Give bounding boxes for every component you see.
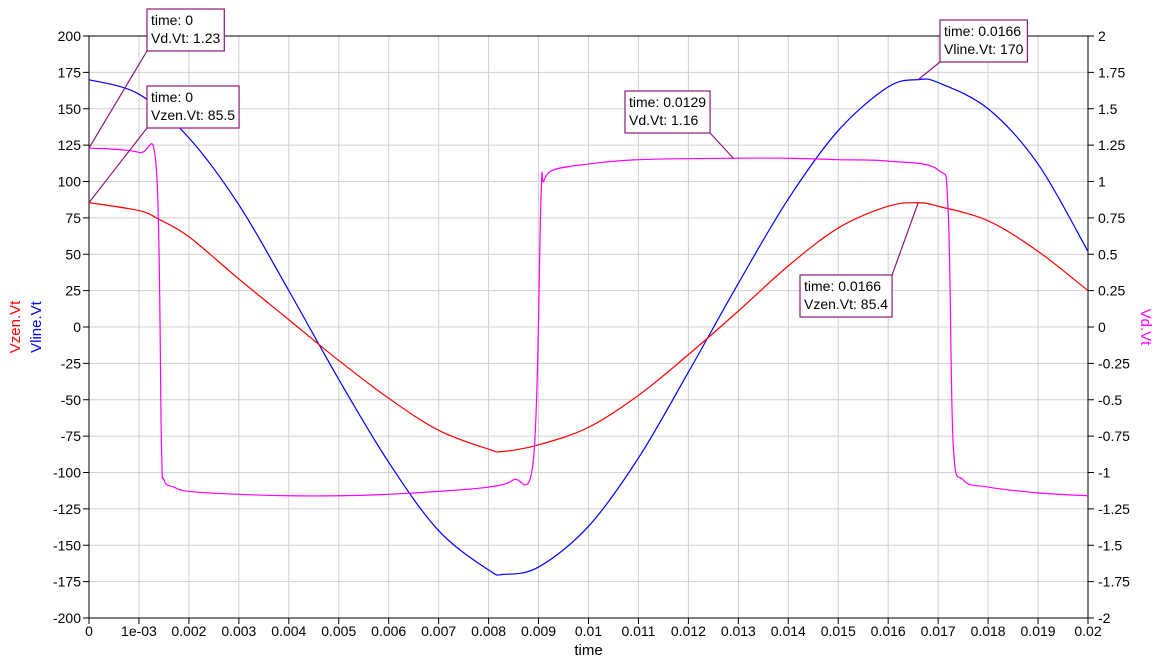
axis-titles: time Vzen.Vt Vline.Vt Vd.Vt <box>7 300 1154 659</box>
x-tick-label: 0.008 <box>471 623 506 639</box>
x-tick-label: 0.015 <box>821 623 856 639</box>
x-tick-label: 0.007 <box>421 623 456 639</box>
x-tick-label: 0.006 <box>371 623 406 639</box>
x-tick-label: 0.002 <box>171 623 206 639</box>
series-line-vd-vt <box>88 143 1089 497</box>
annotation-leader <box>917 61 941 81</box>
y-tick-label-left: 50 <box>65 246 81 262</box>
annotation-text: time: 0.0166 <box>944 23 1021 39</box>
annotation-text: time: 0 <box>151 12 193 28</box>
annotation-text: time: 0 <box>151 89 193 105</box>
y-tick-label-left: -100 <box>53 465 81 481</box>
series-line-vzen-vt <box>88 202 1089 453</box>
y-axis-title-left: Vline.Vt <box>28 300 45 353</box>
annotation-text: time: 0.0129 <box>629 94 706 110</box>
axes: 0 1e-03 0.002 0.003 0.004 0.005 0.006 0.007 0.00… <box>53 28 1130 639</box>
y-tick-label-right: 1 <box>1098 174 1106 190</box>
y-tick-label-left: 200 <box>58 28 82 44</box>
y-tick-label-right: -0.75 <box>1098 428 1130 444</box>
y-tick-label-left: -175 <box>53 574 81 590</box>
series-layer <box>88 78 1089 576</box>
y-tick-label-right: -1 <box>1098 465 1111 481</box>
y-tick-label-left: 150 <box>58 101 82 117</box>
y-tick-label-right: -1.75 <box>1098 574 1130 590</box>
annotation-leader <box>709 132 734 159</box>
x-tick-label: 0.011 <box>621 623 655 639</box>
y-axis-title-left: Vzen.Vt <box>7 300 24 353</box>
x-tick-label: 0.012 <box>671 623 706 639</box>
x-tick-label: 1e-03 <box>121 623 157 639</box>
series-line-vline-vt <box>88 78 1089 576</box>
annotation-box <box>939 19 1028 63</box>
annotation: time: 0 Vzen.Vt: 85.5 <box>88 85 240 203</box>
annotation-text: Vzen.Vt: 85.4 <box>804 296 888 312</box>
y-tick-label-left: -75 <box>61 428 81 444</box>
y-tick-label-right: 0 <box>1098 319 1106 335</box>
y-tick-label-right: 0.75 <box>1098 210 1125 226</box>
y-tick-label-left: -125 <box>53 501 81 517</box>
y-tick-label-right: -1.25 <box>1098 501 1130 517</box>
y-tick-label-left: -50 <box>61 392 81 408</box>
x-tick-label: 0.005 <box>321 623 356 639</box>
x-tick-label: 0.004 <box>271 623 306 639</box>
y-tick-label-right: -0.5 <box>1098 392 1122 408</box>
annotation-leader <box>88 50 148 149</box>
y-tick-label-left: -150 <box>53 537 81 553</box>
y-tick-label-left: 25 <box>65 283 81 299</box>
annotation: time: 0.0166 Vline.Vt: 170 <box>917 19 1028 81</box>
annotation: time: 0 Vd.Vt: 1.23 <box>88 8 225 149</box>
x-tick-label: 0.02 <box>1074 623 1101 639</box>
x-tick-label: 0.018 <box>971 623 1006 639</box>
y-tick-label-right: 1.75 <box>1098 64 1125 80</box>
x-tick-label: 0.01 <box>575 623 602 639</box>
annotation-box <box>146 85 240 129</box>
annotation-text: Vd.Vt: 1.16 <box>629 112 698 128</box>
x-tick-label: 0.016 <box>871 623 906 639</box>
annotation-text: time: 0.0166 <box>804 278 881 294</box>
x-tick-label: 0.009 <box>521 623 556 639</box>
y-tick-label-right: -0.25 <box>1098 355 1130 371</box>
grid <box>89 36 1088 618</box>
y-tick-label-left: 0 <box>73 319 81 335</box>
x-tick-label: 0.019 <box>1021 623 1056 639</box>
annotation: time: 0.0129 Vd.Vt: 1.16 <box>624 90 734 159</box>
y-tick-label-left: 100 <box>58 174 82 190</box>
x-axis-title: time <box>574 642 602 659</box>
y-tick-label-left: -25 <box>61 355 81 371</box>
y-tick-label-left: 175 <box>58 64 82 80</box>
annotation-text: Vd.Vt: 1.23 <box>151 30 220 46</box>
annotation-box <box>624 90 711 134</box>
y-tick-label-left: 75 <box>65 210 81 226</box>
y-tick-label-right: 0.25 <box>1098 283 1125 299</box>
annotation-leader <box>891 202 919 276</box>
annotation-box <box>799 274 893 318</box>
x-tick-label: 0.014 <box>771 623 806 639</box>
annotation: time: 0.0166 Vzen.Vt: 85.4 <box>799 202 919 318</box>
y-tick-label-right: -2 <box>1098 610 1111 626</box>
y-tick-label-left: -200 <box>53 610 81 626</box>
y-tick-label-right: -1.5 <box>1098 537 1122 553</box>
plot-frame <box>88 35 1089 619</box>
annotation-text: Vzen.Vt: 85.5 <box>151 107 235 123</box>
y-axis-title-right: Vd.Vt <box>1137 309 1154 347</box>
y-tick-label-left: 125 <box>58 137 82 153</box>
y-tick-label-right: 1.25 <box>1098 137 1125 153</box>
y-tick-label-right: 1.5 <box>1098 101 1118 117</box>
x-tick-label: 0 <box>85 623 93 639</box>
x-tick-label: 0.003 <box>221 623 256 639</box>
annotation-text: Vline.Vt: 170 <box>944 41 1024 57</box>
annotation-leader <box>88 127 148 203</box>
x-tick-label: 0.017 <box>921 623 956 639</box>
y-tick-label-right: 0.5 <box>1098 246 1118 262</box>
x-tick-label: 0.013 <box>721 623 756 639</box>
y-tick-label-right: 2 <box>1098 28 1106 44</box>
annotation-box <box>146 8 225 52</box>
